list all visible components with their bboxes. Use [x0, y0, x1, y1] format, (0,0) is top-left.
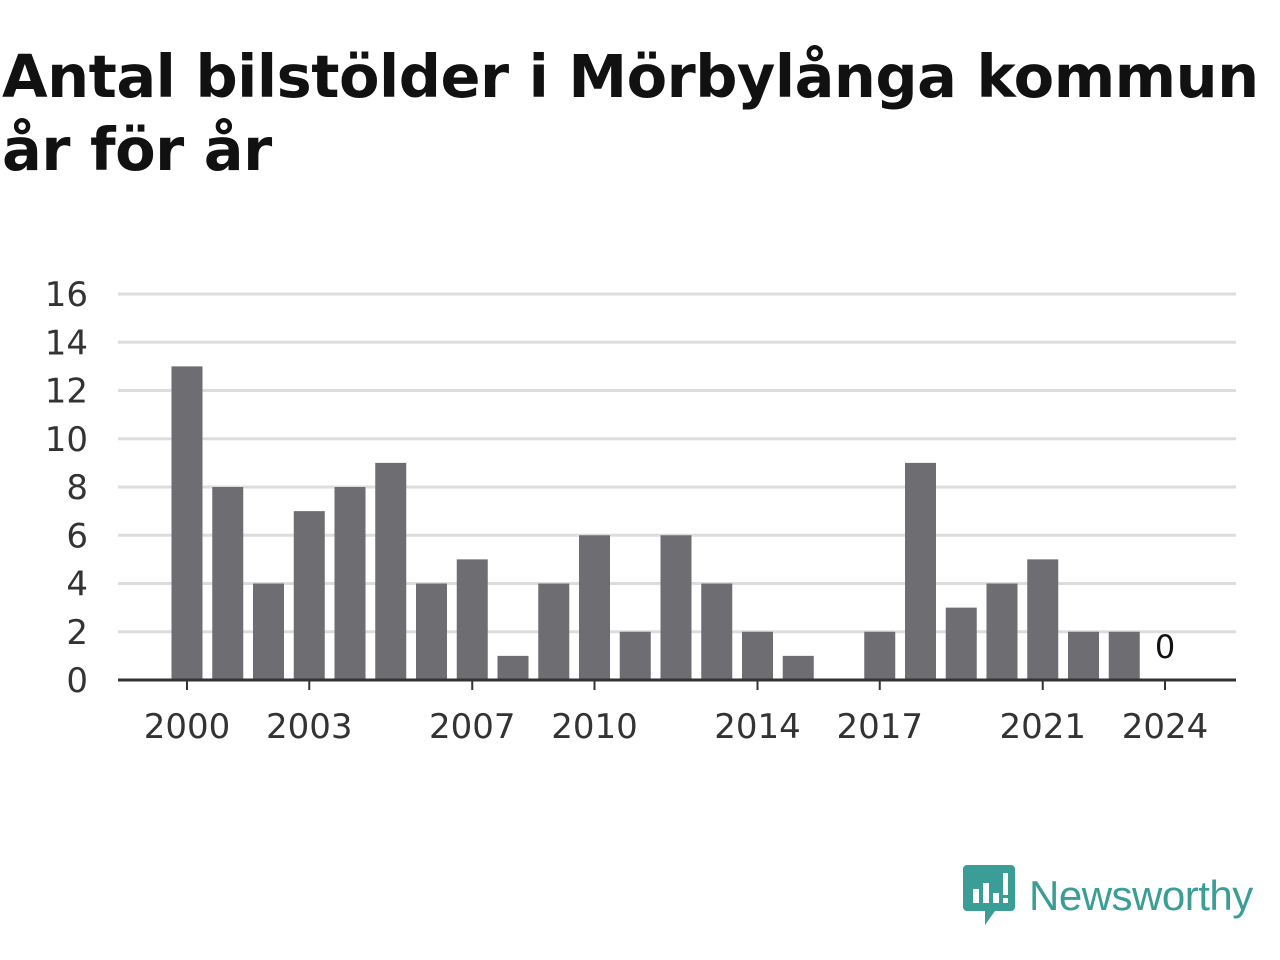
y-tick-label: 16	[45, 275, 88, 315]
bar-2018	[905, 462, 936, 680]
bar-2013	[701, 583, 733, 680]
bar-2022	[1068, 631, 1099, 680]
y-tick-label: 2	[66, 613, 88, 653]
bar-2002	[253, 583, 284, 680]
y-tick-label: 8	[66, 468, 88, 508]
brand-name: Newsworthy	[1029, 872, 1253, 919]
newsworthy-logo: Newsworthy	[963, 864, 1253, 928]
x-axis-ticks: 2000 2003 2007 2010 2014 2017 2021 2024	[144, 680, 1209, 747]
y-tick-label: 4	[66, 565, 88, 605]
bar-2000	[171, 366, 203, 680]
bar-2004	[334, 487, 366, 680]
bar-2011	[619, 631, 651, 680]
bar-2023	[1108, 631, 1140, 680]
y-axis-ticks: 0 2 4 6 8 10 12 14 16	[45, 275, 88, 701]
bar-2021	[1027, 559, 1059, 680]
bar-2005	[375, 462, 407, 680]
bar-2003	[293, 511, 325, 680]
y-tick-label: 12	[45, 372, 88, 412]
annotations: 0	[1155, 628, 1175, 666]
bar-2019	[945, 607, 977, 680]
newsworthy-logo-icon	[963, 865, 1015, 925]
y-tick-label: 0	[66, 661, 88, 701]
y-tick-label: 14	[45, 323, 88, 363]
bar-2014	[742, 631, 773, 680]
bar-2017	[864, 631, 896, 680]
x-tick-label: 2000	[144, 707, 231, 747]
bar-2007	[456, 559, 488, 680]
x-tick-label: 2017	[836, 707, 923, 747]
bar-2001	[212, 487, 244, 680]
bar-2010	[579, 535, 610, 680]
bar-2020	[986, 583, 1018, 680]
data-label: 0	[1155, 628, 1175, 666]
x-tick-label: 2010	[551, 707, 638, 747]
x-tick-label: 2021	[999, 707, 1086, 747]
x-tick-label: 2003	[266, 707, 353, 747]
chart-title: Antal bilstölder i Mörbylånga kommun år …	[2, 42, 1259, 184]
x-tick-label: 2024	[1122, 707, 1209, 747]
bars	[171, 366, 1140, 680]
y-tick-label: 6	[66, 516, 88, 556]
x-tick-label: 2014	[714, 707, 801, 747]
bar-2008	[497, 655, 529, 680]
bar-2015	[782, 655, 814, 680]
bar-2009	[538, 583, 570, 680]
y-tick-label: 10	[45, 420, 88, 460]
bar-2012	[660, 535, 692, 680]
bar-2006	[416, 583, 447, 680]
x-tick-label: 2007	[429, 707, 516, 747]
